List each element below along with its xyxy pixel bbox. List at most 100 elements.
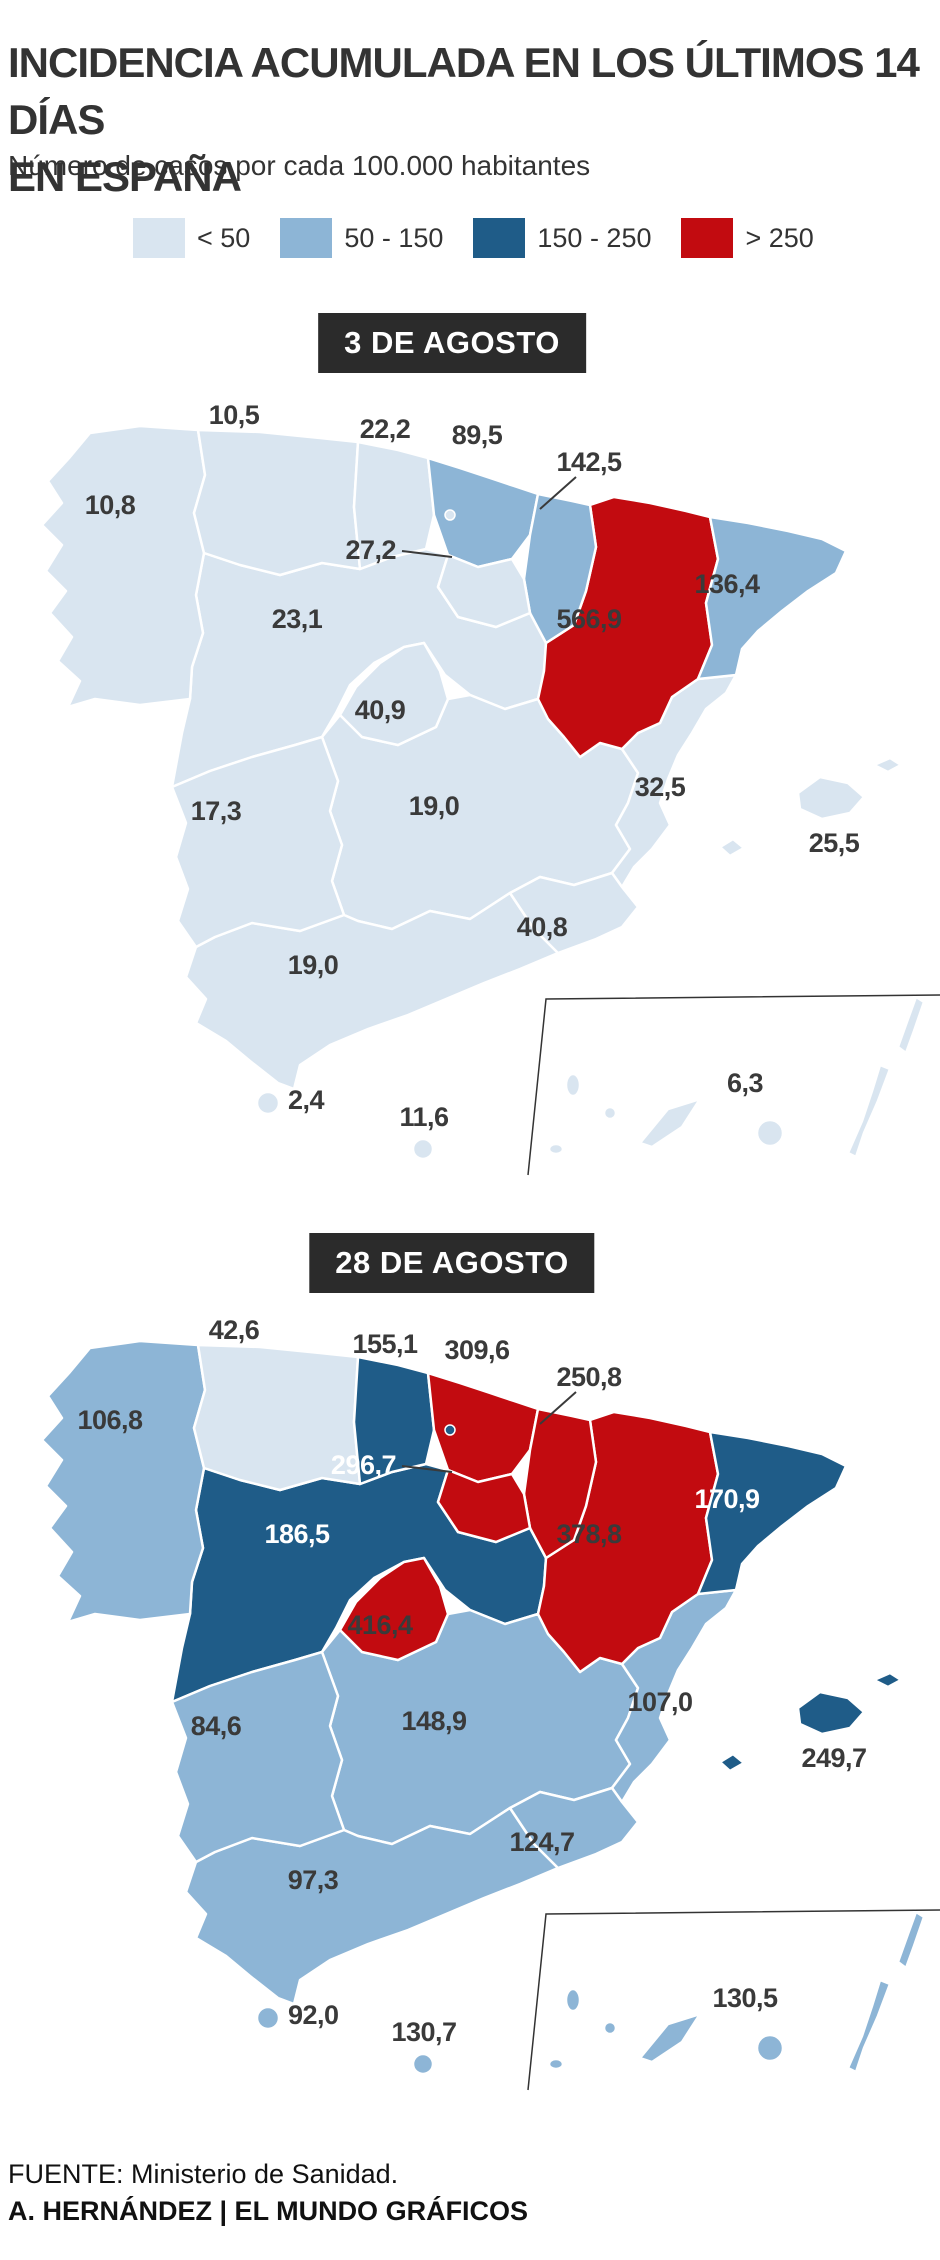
region-ceuta — [255, 1090, 281, 1116]
legend-label-b50_150: 50 - 150 — [344, 222, 444, 253]
region-canarias — [547, 2057, 565, 2071]
value-label-cantabria: 155,1 — [352, 1329, 418, 1359]
region-canarias — [846, 1978, 892, 2074]
value-label-murcia: 40,8 — [517, 912, 568, 942]
region-navarra — [522, 1407, 598, 1560]
legend-item-b150_250: 150 - 250 — [473, 218, 651, 258]
legend-label-b150_250: 150 - 250 — [537, 222, 652, 253]
value-label-cantabria: 22,2 — [360, 414, 411, 444]
region-galicia — [40, 1339, 207, 1624]
value-label-melilla: 11,6 — [399, 1102, 449, 1132]
region-baleares — [796, 775, 866, 821]
legend-swatch-lt50 — [133, 218, 185, 258]
spain-map-aug3: 23,1 19,0 19,0 17,3 32,5 40,8 566,9 136,4 10,8 10… — [40, 400, 940, 1176]
region-rioja — [436, 1468, 532, 1544]
region-pv — [426, 1371, 540, 1484]
legend-item-gt250: > 250 — [681, 218, 814, 258]
value-label-galicia: 10,8 — [85, 490, 136, 520]
region-andalucia — [184, 891, 560, 1091]
navarra-callout-line — [539, 1391, 577, 1425]
value-label-valencia: 32,5 — [635, 772, 686, 802]
region-melilla — [411, 1137, 435, 1161]
legend-label-lt50: < 50 — [197, 222, 251, 253]
credit-line: A. HERNÁNDEZ | EL MUNDO GRÁFICOS — [8, 2196, 529, 2226]
region-baleares — [718, 1752, 746, 1773]
value-label-cataluna: 170,9 — [694, 1484, 760, 1514]
region-canarias — [755, 1118, 785, 1148]
legend-swatch-b50_150 — [280, 218, 333, 258]
region-canarias — [564, 1987, 582, 2013]
value-label-baleares: 25,5 — [809, 828, 860, 858]
page-title: INCIDENCIA ACUMULADA EN LOS ÚLTIMOS 14 D… — [8, 34, 940, 205]
value-label-clm: 148,9 — [401, 1706, 467, 1736]
canary-inset-frame — [527, 1909, 940, 2091]
region-canarias — [755, 2033, 785, 2063]
date-badge-aug3: 3 DE AGOSTO — [318, 313, 586, 373]
region-baleares — [796, 1690, 866, 1736]
region-cantabria — [352, 1355, 436, 1486]
region-canarias — [846, 1063, 892, 1159]
region-murcia — [508, 871, 640, 955]
value-label-cyl: 186,5 — [264, 1519, 330, 1549]
legend-item-b50_150: 50 - 150 — [280, 218, 443, 258]
region-madrid — [338, 1556, 450, 1662]
region-asturias — [192, 1343, 362, 1492]
region-galicia — [40, 424, 207, 709]
region-melilla — [411, 2052, 435, 2076]
region-ext — [170, 1650, 346, 1864]
trevino-enclave — [444, 1424, 456, 1436]
value-label-madrid: 40,9 — [355, 695, 406, 725]
region-asturias — [192, 428, 362, 577]
region-ceuta — [255, 2005, 281, 2031]
region-cantabria — [352, 440, 436, 571]
value-label-navarra: 250,8 — [556, 1362, 622, 1392]
value-label-canarias: 6,3 — [727, 1068, 764, 1098]
value-label-cyl: 23,1 — [272, 604, 323, 634]
spain-map-aug28: 186,5 148,9 97,3 84,6 107,0 124,7 378,8 170,9 10… — [40, 1315, 940, 2091]
value-label-ext: 84,6 — [191, 1711, 242, 1741]
value-label-rioja: 27,2 — [345, 535, 396, 565]
value-label-galicia: 106,8 — [77, 1405, 143, 1435]
region-rioja — [436, 553, 532, 629]
value-label-rioja: 296,7 — [331, 1450, 396, 1480]
legend-swatch-gt250 — [681, 218, 734, 258]
source-line: FUENTE: Ministerio de Sanidad. — [8, 2159, 399, 2189]
legend-label-gt250: > 250 — [745, 222, 814, 253]
trevino-enclave — [444, 509, 456, 521]
footer: FUENTE: Ministerio de Sanidad. A. HERNÁN… — [8, 2156, 528, 2230]
value-label-asturias: 10,5 — [209, 400, 260, 430]
region-canarias — [564, 1072, 582, 1098]
value-label-baleares: 249,7 — [801, 1743, 866, 1773]
canary-inset-frame — [527, 994, 940, 1176]
value-label-murcia: 124,7 — [509, 1827, 574, 1857]
region-canarias — [547, 1142, 565, 1156]
value-label-navarra: 142,5 — [556, 447, 622, 477]
value-label-andalucia: 97,3 — [288, 1865, 339, 1895]
value-label-cataluna: 136,4 — [694, 569, 760, 599]
region-baleares — [718, 837, 746, 858]
region-canarias — [896, 1910, 926, 1970]
value-label-ceuta: 2,4 — [288, 1085, 325, 1115]
legend-swatch-b150_250 — [473, 218, 526, 258]
value-label-aragon: 566,9 — [556, 604, 622, 634]
value-label-ceuta: 92,0 — [288, 2000, 339, 2030]
value-label-andalucia: 19,0 — [288, 950, 339, 980]
region-canarias — [602, 1105, 618, 1121]
value-label-valencia: 107,0 — [627, 1687, 692, 1717]
value-label-canarias: 130,5 — [712, 1983, 778, 2013]
region-cataluna — [696, 1430, 848, 1596]
region-murcia — [508, 1786, 640, 1870]
rioja-callout-line — [401, 1465, 453, 1473]
region-baleares — [872, 756, 903, 774]
region-canarias — [638, 2012, 702, 2064]
value-label-asturias: 42,6 — [209, 1315, 260, 1345]
map-aug3: 23,1 19,0 19,0 17,3 32,5 40,8 566,9 136,4 10,8 10… — [0, 385, 940, 1185]
region-pv — [426, 456, 540, 569]
value-label-pv: 309,6 — [444, 1335, 510, 1365]
region-ext — [170, 735, 346, 949]
value-label-clm: 19,0 — [409, 791, 460, 821]
region-andalucia — [184, 1806, 560, 2006]
navarra-callout-line — [539, 476, 577, 510]
rioja-callout-line — [401, 550, 453, 558]
